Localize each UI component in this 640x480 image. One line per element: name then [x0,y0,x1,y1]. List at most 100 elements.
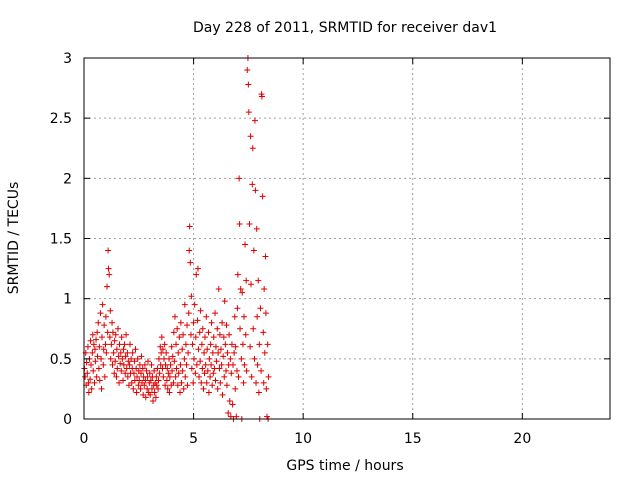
data-point [223,367,230,374]
data-point [224,349,231,356]
data-point [202,361,209,368]
data-point [160,355,167,362]
data-point [260,379,267,386]
data-point [201,334,208,341]
data-point [196,373,203,380]
data-point [169,367,176,374]
data-point [102,313,109,320]
data-point [153,373,160,380]
data-point [167,361,174,368]
data-point [228,341,235,348]
data-point [119,355,126,362]
data-point [166,373,173,380]
data-point [254,361,261,368]
data-point [234,271,241,278]
data-point [85,379,92,386]
x-tick-label: 15 [404,431,422,447]
data-point [255,277,262,284]
data-point [214,325,221,332]
data-point [139,365,146,372]
data-point [262,310,269,317]
data-point [184,382,191,389]
data-point [95,365,102,372]
data-point [148,385,155,392]
data-point [213,358,220,365]
data-point [242,331,249,338]
data-point [154,365,161,372]
data-point [235,373,242,380]
data-point [179,346,186,353]
data-point [256,341,263,348]
data-point [232,385,239,392]
data-point [214,385,221,392]
data-point [226,397,233,404]
data-point [230,361,237,368]
data-point [181,301,188,308]
data-point [143,367,150,374]
data-point [246,221,253,228]
data-point [231,313,238,320]
data-point [116,379,123,386]
data-point [192,334,199,341]
data-point [91,346,98,353]
data-point [262,253,269,260]
data-point [97,310,104,317]
data-point [117,360,124,367]
data-point [104,329,111,336]
data-point [187,259,194,266]
data-point [264,341,271,348]
data-point [226,331,233,338]
data-point [152,394,159,401]
data-point [114,325,121,332]
data-point [166,389,173,396]
data-point [197,307,204,314]
data-point [137,385,144,392]
data-point [212,343,219,350]
data-point [142,394,149,401]
data-point [85,389,92,396]
data-point [189,341,196,348]
data-point [261,349,268,356]
data-point [89,349,96,356]
data-point [198,341,205,348]
data-point [219,319,226,326]
data-point [122,353,129,360]
data-point [98,385,105,392]
data-point [191,301,198,308]
data-point [247,133,254,140]
data-point [92,358,99,365]
data-point [163,349,170,356]
data-point [102,341,109,348]
data-point [193,361,200,368]
data-point [109,361,116,368]
data-point [136,361,143,368]
y-tick-label: 0 [63,412,72,428]
data-point [141,382,148,389]
data-point [245,81,252,88]
data-point [117,349,124,356]
data-point [227,355,234,362]
data-point [187,331,194,338]
data-point [215,349,222,356]
data-point [112,358,119,365]
data-point [258,367,265,374]
data-point [113,346,120,353]
data-point [105,265,112,272]
data-point [126,361,133,368]
data-point [103,349,110,356]
data-point [98,334,105,341]
data-point [204,346,211,353]
data-point [242,241,249,248]
data-point [89,331,96,338]
data-point [173,341,180,348]
data-point [124,373,131,380]
data-point [212,377,219,384]
data-point [87,376,94,383]
data-point [241,361,248,368]
data-point [209,382,216,389]
data-point [174,382,181,389]
data-point [138,353,145,360]
data-point [220,353,227,360]
data-point [132,346,139,353]
data-point [254,313,261,320]
